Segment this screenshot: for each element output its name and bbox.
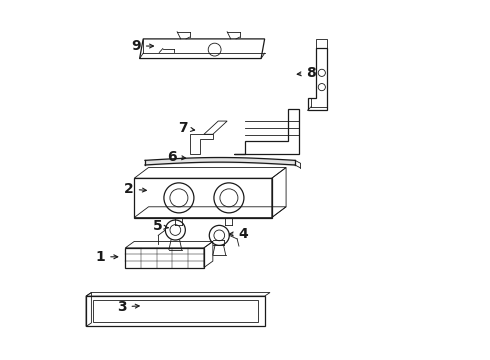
Text: 3: 3: [117, 300, 139, 314]
Text: 7: 7: [178, 121, 195, 135]
Text: 2: 2: [124, 182, 147, 196]
Text: 9: 9: [131, 39, 153, 53]
Text: 5: 5: [152, 220, 168, 233]
Text: 1: 1: [96, 250, 118, 264]
Text: 6: 6: [167, 150, 186, 164]
Text: 8: 8: [297, 66, 316, 80]
Text: 4: 4: [229, 226, 248, 240]
